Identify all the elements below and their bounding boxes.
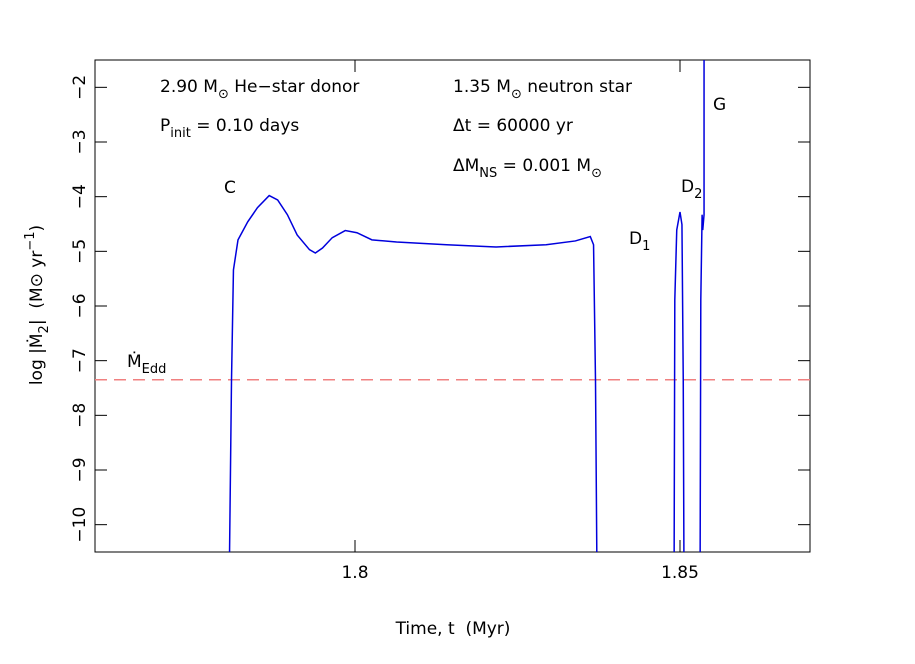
annotation-part: = 0.001 M [497,156,591,176]
y-axis-label-part: | (M⊙ yr [27,251,47,326]
y-axis-label-part: 2 [37,325,52,333]
annotation-part: C [224,178,236,198]
y-tick-label: −4 [70,184,90,209]
annotation-part: 1.35 M [453,77,511,97]
data-line [228,60,705,553]
annotation-part: Ṁ [127,351,142,372]
x-tick-label: 1.8 [341,563,368,583]
y-axis-label-part: log |Ṁ [26,333,47,385]
annotation: ΔMNS = 0.001 M⊙ [453,156,602,181]
annotation: G [713,95,726,115]
x-axis-label: Time, t (Myr) [395,619,511,639]
y-tick-label: −9 [70,457,90,482]
y-tick-label: −10 [70,507,90,543]
y-tick-label: −3 [70,129,90,154]
y-tick-label: −8 [70,403,90,428]
y-axis-label-part: ) [27,225,47,232]
y-tick-label: −5 [70,239,90,264]
annotation-part: NS [479,166,497,181]
annotation-part: D [681,177,694,197]
y-tick-label: −7 [70,348,90,373]
annotation: Δt = 60000 yr [453,116,573,136]
annotation: D1 [629,229,650,254]
annotation-part: init [170,126,191,141]
annotation-part: ΔM [453,156,479,176]
x-axis-label-part: Time, t (Myr) [395,619,511,639]
annotation: Pinit = 0.10 days [160,116,299,141]
annotation-part: ⊙ [511,87,522,102]
annotation-part: 2 [694,187,702,202]
annotation-part: = 0.10 days [191,116,300,136]
annotation: 2.90 M⊙ He−star donor [160,77,359,102]
annotation-part: G [713,95,726,115]
annotation-part: 1 [642,239,650,254]
y-tick-label: −6 [70,293,90,318]
x-tick-label: 1.85 [661,563,699,583]
annotation-part: ⊙ [591,166,602,181]
annotation-part: Δt = 60000 yr [453,116,573,136]
annotation: 1.35 M⊙ neutron star [453,77,632,102]
y-tick-label: −2 [70,75,90,100]
y-axis-label-part: −1 [23,231,38,250]
annotation: D2 [681,177,702,202]
annotation-part: 2.90 M [160,77,218,97]
annotation-part: ⊙ [218,87,229,102]
annotation: ṀEdd [127,351,166,377]
annotation-part: D [629,229,642,249]
annotation-part: Edd [142,362,167,377]
y-axis-label: log |Ṁ2| (M⊙ yr−1) [23,225,52,385]
annotation: C [224,178,236,198]
annotation-part: He−star donor [229,77,360,97]
annotation-part: P [160,116,170,136]
annotation-part: neutron star [522,77,632,97]
